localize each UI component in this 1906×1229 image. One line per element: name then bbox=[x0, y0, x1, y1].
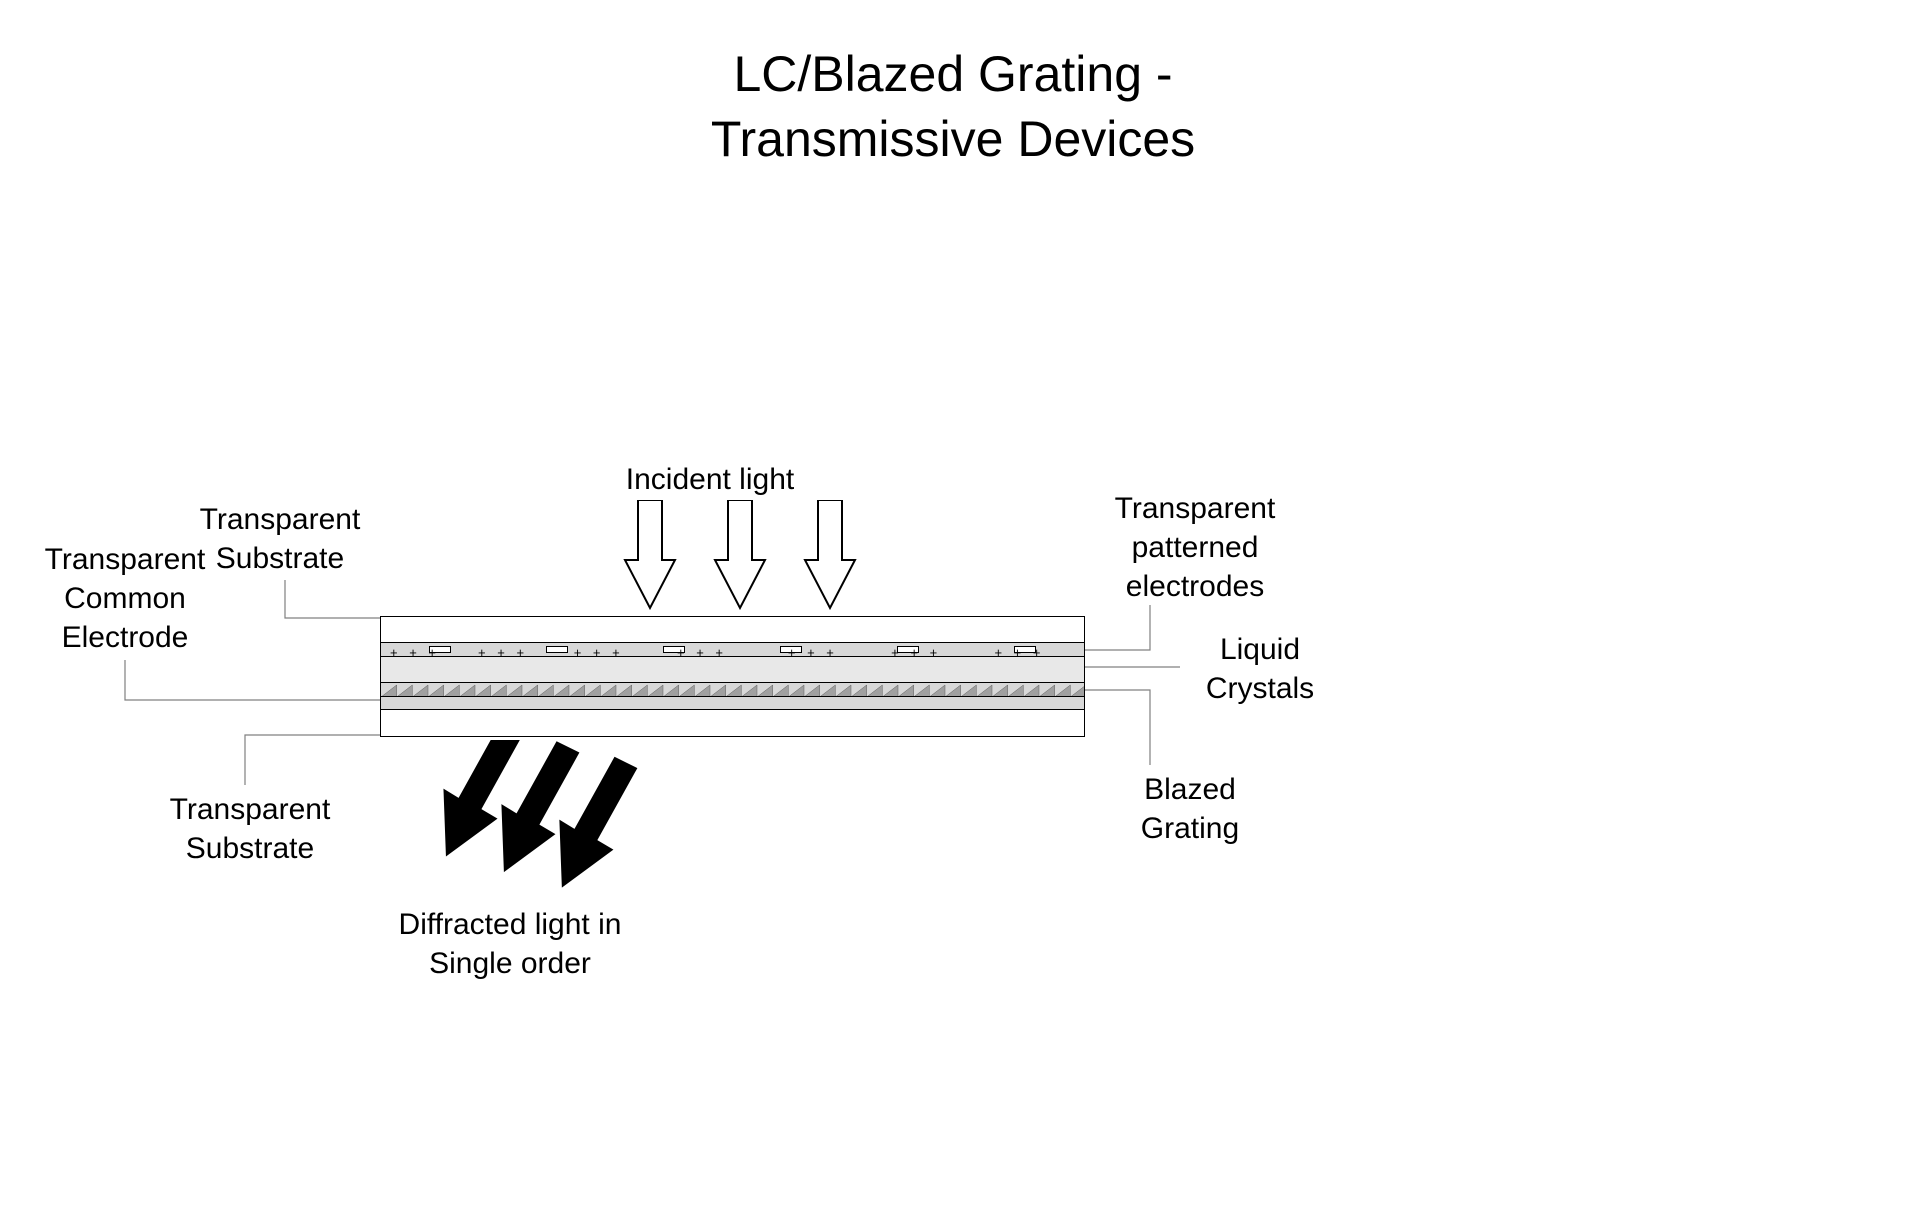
incident-light-label: Incident light bbox=[580, 460, 840, 499]
diffracted-arrows-icon bbox=[430, 740, 690, 910]
bottom-substrate-layer bbox=[380, 710, 1085, 737]
device-cross-section: + + + + + + + + + + + + + + + + + + + + … bbox=[380, 616, 1085, 740]
title-line-2: Transmissive Devices bbox=[711, 111, 1195, 167]
patterned-electrodes-label: Transparent patterned electrodes bbox=[1085, 489, 1305, 606]
incident-arrows-icon bbox=[620, 500, 920, 620]
diagram-title: LC/Blazed Grating - Transmissive Devices bbox=[0, 42, 1906, 172]
leader-lines bbox=[0, 0, 1906, 1229]
common-electrode-layer bbox=[380, 697, 1085, 710]
sawtooth-icon bbox=[381, 683, 1085, 697]
blazed-grating-layer bbox=[380, 683, 1085, 697]
liquid-crystal-layer bbox=[380, 657, 1085, 683]
title-line-1: LC/Blazed Grating - bbox=[733, 46, 1172, 102]
common-electrode-label: Transparent Common Electrode bbox=[25, 540, 225, 657]
transparent-substrate-bottom-label: Transparent Substrate bbox=[145, 790, 355, 868]
diffracted-light-label: Diffracted light in Single order bbox=[370, 905, 650, 983]
liquid-crystals-label: Liquid Crystals bbox=[1185, 630, 1335, 708]
top-substrate-layer bbox=[380, 616, 1085, 643]
blazed-grating-label: Blazed Grating bbox=[1115, 770, 1265, 848]
